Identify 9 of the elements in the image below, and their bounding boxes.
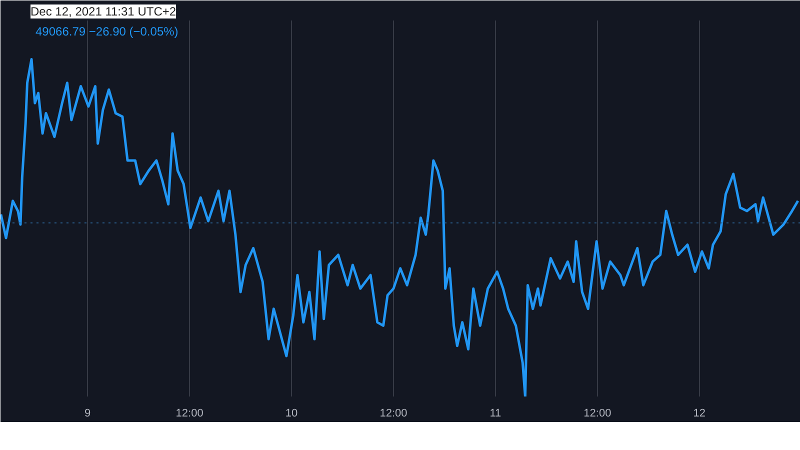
text: Dec 12, 2021 11:31 UTC+2 — [30, 4, 176, 18]
x-tick-label: 12:00 — [176, 408, 204, 420]
x-tick-label: 9 — [84, 408, 91, 420]
x-tick-label: 10 — [285, 408, 298, 420]
x-tick-label: 12:00 — [380, 408, 408, 420]
x-tick-label: 12 — [693, 408, 706, 420]
text: 49066.79 −26.90 (−0.05%) — [36, 24, 178, 38]
x-tick-label: 11 — [490, 408, 502, 420]
x-tick-label: 12:00 — [584, 408, 612, 420]
